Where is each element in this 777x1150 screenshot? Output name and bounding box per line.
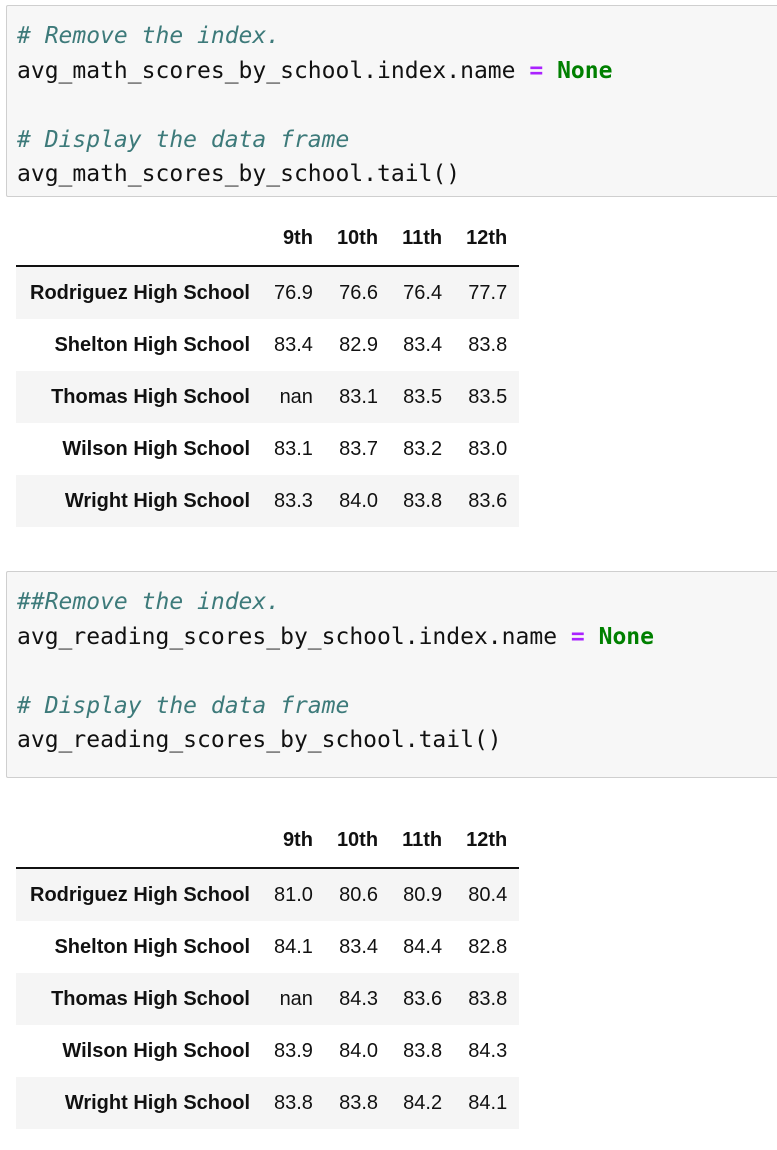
table-cell: 84.0	[339, 1039, 379, 1062]
code-statement: avg_math_scores_by_school.index.name	[17, 57, 530, 84]
row-index: Shelton High School	[54, 333, 250, 356]
table-cell: 84.3	[468, 1039, 508, 1062]
table-cell: 83.8	[468, 333, 508, 356]
column-header: 9th	[262, 813, 325, 869]
table-row: Thomas High School nan 83.1 83.5 83.5	[16, 371, 520, 423]
table-cell: 83.8	[339, 1091, 379, 1114]
dataframe-output-math: 9th 10th 11th 12th Rodriguez High School…	[16, 211, 520, 527]
table-cell: nan	[279, 385, 313, 408]
code-editor[interactable]: ##Remove the index. avg_reading_scores_b…	[7, 572, 777, 758]
table-cell: 76.6	[339, 281, 379, 304]
table-cell: 83.5	[403, 385, 443, 408]
dataframe-table: 9th 10th 11th 12th Rodriguez High School…	[16, 211, 520, 527]
row-index: Thomas High School	[51, 385, 250, 408]
column-header: 12th	[454, 211, 520, 267]
table-cell: 83.5	[468, 385, 508, 408]
dataframe-output-reading: 9th 10th 11th 12th Rodriguez High School…	[16, 813, 520, 1129]
row-index: Thomas High School	[51, 987, 250, 1010]
code-keyword: None	[598, 623, 654, 650]
table-row: Wright High School 83.3 84.0 83.8 83.6	[16, 475, 520, 527]
table-cell: 83.9	[274, 1039, 313, 1062]
table-cell: 83.8	[468, 987, 508, 1010]
code-comment: # Remove the index.	[17, 23, 281, 49]
table-cell: 83.1	[339, 385, 379, 408]
column-header: 12th	[454, 813, 520, 869]
column-header: 11th	[390, 813, 455, 869]
row-index: Wright High School	[64, 1091, 250, 1114]
table-cell: 83.6	[403, 987, 443, 1010]
column-header: 9th	[262, 211, 325, 267]
table-cell: 83.8	[403, 489, 443, 512]
table-row: Wright High School 83.8 83.8 84.2 84.1	[16, 1077, 520, 1129]
table-cell: 83.1	[274, 437, 313, 460]
table-cell: 83.8	[274, 1091, 313, 1114]
column-header: 10th	[324, 813, 391, 869]
row-index: Wright High School	[64, 489, 250, 512]
row-index: Wilson High School	[62, 437, 250, 460]
table-cell: 82.9	[339, 333, 379, 356]
table-row: Rodriguez High School 76.9 76.6 76.4 77.…	[16, 266, 520, 319]
code-operator: =	[529, 57, 544, 84]
table-cell: 84.2	[403, 1091, 443, 1114]
table-row: Rodriguez High School 81.0 80.6 80.9 80.…	[16, 868, 520, 921]
code-keyword: None	[557, 57, 613, 84]
table-row: Shelton High School 83.4 82.9 83.4 83.8	[16, 319, 520, 371]
index-header	[16, 211, 262, 267]
table-cell: 84.1	[468, 1091, 508, 1114]
code-cell-math[interactable]: # Remove the index. avg_math_scores_by_s…	[6, 5, 777, 197]
table-cell: 83.8	[403, 1039, 443, 1062]
row-index: Wilson High School	[62, 1039, 250, 1062]
code-comment: # Display the data frame	[17, 692, 350, 719]
table-row: Wilson High School 83.9 84.0 83.8 84.3	[16, 1025, 520, 1077]
table-cell: 84.4	[403, 935, 443, 958]
table-cell: 80.4	[468, 883, 508, 906]
table-cell: 83.2	[403, 437, 443, 460]
code-comment: # Display the data frame	[17, 126, 350, 153]
table-cell: 76.9	[274, 281, 313, 304]
table-cell: 84.0	[339, 489, 379, 512]
code-cell-reading[interactable]: ##Remove the index. avg_reading_scores_b…	[6, 571, 777, 778]
table-cell: 83.4	[274, 333, 313, 356]
code-comment: ##Remove the index.	[17, 589, 281, 615]
table-cell: 80.6	[339, 883, 379, 906]
table-row: Wilson High School 83.1 83.7 83.2 83.0	[16, 423, 520, 475]
table-cell: 76.4	[403, 281, 443, 304]
table-cell: 83.0	[468, 437, 508, 460]
row-index: Rodriguez High School	[30, 281, 250, 304]
table-cell: 80.9	[403, 883, 443, 906]
table-cell: 84.1	[274, 935, 313, 958]
table-row: Shelton High School 84.1 83.4 84.4 82.8	[16, 921, 520, 973]
table-header-row: 9th 10th 11th 12th	[16, 211, 520, 267]
row-index: Shelton High School	[54, 935, 250, 958]
code-editor[interactable]: # Remove the index. avg_math_scores_by_s…	[7, 6, 777, 192]
table-cell: 82.8	[468, 935, 508, 958]
code-statement: avg_math_scores_by_school.tail()	[17, 161, 461, 187]
column-header: 11th	[390, 211, 455, 267]
table-cell: 83.7	[339, 437, 379, 460]
table-cell: 83.4	[339, 935, 379, 958]
dataframe-table: 9th 10th 11th 12th Rodriguez High School…	[16, 813, 520, 1129]
code-statement: avg_reading_scores_by_school.index.name	[17, 623, 571, 650]
code-statement: avg_reading_scores_by_school.tail()	[17, 727, 502, 753]
table-header-row: 9th 10th 11th 12th	[16, 813, 520, 869]
table-cell: 83.4	[403, 333, 443, 356]
table-row: Thomas High School nan 84.3 83.6 83.8	[16, 973, 520, 1025]
row-index: Rodriguez High School	[30, 883, 250, 906]
table-cell: nan	[279, 987, 313, 1010]
table-cell: 84.3	[339, 987, 379, 1010]
table-cell: 83.3	[274, 489, 313, 512]
table-cell: 83.6	[468, 489, 508, 512]
column-header: 10th	[324, 211, 391, 267]
index-header	[16, 813, 262, 869]
code-operator: =	[570, 623, 585, 650]
table-cell: 77.7	[468, 281, 508, 304]
table-cell: 81.0	[274, 883, 313, 906]
